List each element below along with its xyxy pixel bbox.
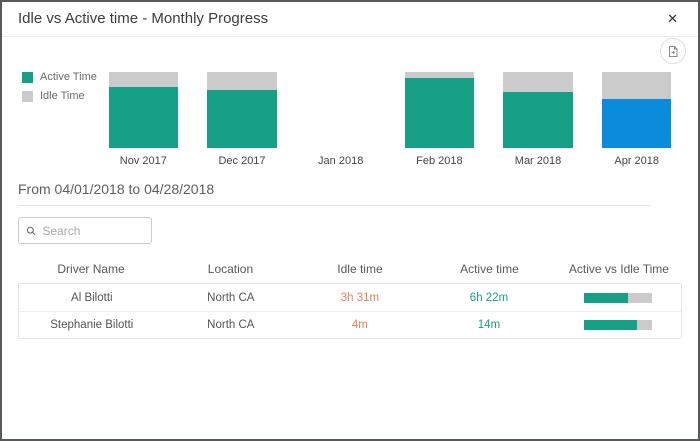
location-cell: North CA bbox=[207, 319, 255, 331]
column-header-driver-name[interactable]: Driver Name bbox=[57, 262, 125, 276]
progress-fill bbox=[584, 292, 628, 303]
table-body: Al Bilotti North CA 3h 31m 6h 22m Stepha… bbox=[18, 283, 682, 339]
progress-fill bbox=[584, 320, 638, 330]
legend-label: Idle Time bbox=[40, 90, 85, 102]
idle-segment[interactable] bbox=[404, 72, 474, 79]
active-segment[interactable] bbox=[602, 99, 672, 148]
legend-item-idle[interactable]: Idle Time bbox=[22, 90, 97, 102]
export-image-button[interactable] bbox=[660, 38, 686, 64]
active-segment[interactable] bbox=[404, 78, 474, 148]
active-segment[interactable] bbox=[108, 87, 178, 148]
chart-bar[interactable] bbox=[108, 72, 178, 148]
export-image-icon bbox=[668, 45, 677, 57]
chart-slot: Dec 2017 bbox=[193, 72, 292, 167]
chart-slot: Apr 2018 bbox=[587, 72, 686, 167]
column-header-active-vs-idle[interactable]: Active vs Idle Time bbox=[568, 262, 669, 276]
chart-category-label: Dec 2017 bbox=[218, 155, 266, 167]
monthly-chart: Active Time Idle Time Nov 2017 Dec 2017 Ja… bbox=[2, 59, 698, 167]
driver-name-cell: Al Bilotti bbox=[71, 291, 113, 304]
table-row[interactable]: Stephanie Bilotti North CA 4m 14m bbox=[19, 311, 681, 338]
close-icon[interactable]: ✕ bbox=[667, 11, 678, 26]
legend-item-active[interactable]: Active Time bbox=[22, 71, 97, 83]
active-vs-idle-cell bbox=[555, 320, 681, 330]
search-box[interactable] bbox=[18, 217, 152, 244]
active-segment[interactable] bbox=[503, 91, 573, 148]
column-header-active-time[interactable]: Active time bbox=[460, 262, 519, 276]
chart-bar[interactable] bbox=[602, 72, 672, 148]
table-header-row: Driver Name Location Idle time Active ti… bbox=[18, 255, 682, 283]
dialog-header: Idle vs Active time - Monthly Progress ✕ bbox=[2, 2, 698, 37]
chart-slot: Mar 2018 bbox=[489, 72, 588, 167]
idle-time-swatch bbox=[22, 90, 33, 102]
driver-name-cell: Stephanie Bilotti bbox=[50, 319, 134, 331]
column-header-idle-time[interactable]: Idle time bbox=[337, 262, 383, 276]
chart-category-label: Mar 2018 bbox=[514, 155, 562, 167]
drivers-table: Driver Name Location Idle time Active ti… bbox=[18, 255, 682, 339]
idle-segment[interactable] bbox=[108, 72, 178, 88]
chart-bar[interactable] bbox=[503, 72, 573, 148]
active-time-cell: 6h 22m bbox=[469, 291, 509, 304]
chart-category-label: Apr 2018 bbox=[614, 155, 660, 167]
active-segment[interactable] bbox=[207, 90, 277, 148]
search-icon bbox=[26, 226, 36, 235]
chart-category-label: Nov 2017 bbox=[119, 155, 167, 167]
chart-legend: Active Time Idle Time bbox=[22, 71, 97, 109]
active-vs-idle-cell bbox=[555, 292, 681, 303]
date-range-label: From 04/01/2018 to 04/28/2018 bbox=[18, 181, 650, 206]
chart-slot: Nov 2017 bbox=[94, 72, 193, 167]
chart-category-label: Feb 2018 bbox=[416, 155, 463, 167]
chart-slot: Jan 2018 bbox=[291, 72, 390, 167]
idle-time-cell: 4m bbox=[351, 319, 368, 331]
chart-slot: Feb 2018 bbox=[390, 72, 489, 167]
column-header-location[interactable]: Location bbox=[207, 262, 254, 276]
chart-bar[interactable] bbox=[306, 72, 375, 148]
active-vs-idle-progressbar bbox=[584, 292, 653, 303]
active-vs-idle-progressbar bbox=[584, 320, 653, 330]
chart-bars: Nov 2017 Dec 2017 Jan 2018 Feb 2018 Mar 2018… bbox=[94, 59, 686, 167]
chart-bar[interactable] bbox=[404, 72, 474, 148]
idle-time-cell: 3h 31m bbox=[340, 291, 380, 304]
active-time-cell: 14m bbox=[477, 319, 501, 331]
idle-segment[interactable] bbox=[207, 72, 277, 91]
chart-category-label: Jan 2018 bbox=[318, 155, 364, 167]
idle-segment[interactable] bbox=[503, 72, 573, 92]
chart-bar[interactable] bbox=[207, 72, 277, 148]
dialog-title: Idle vs Active time - Monthly Progress bbox=[18, 10, 269, 27]
legend-label: Active Time bbox=[40, 71, 97, 83]
active-time-swatch bbox=[22, 71, 33, 83]
search-input[interactable] bbox=[42, 223, 144, 238]
location-cell: North CA bbox=[207, 291, 255, 304]
table-row[interactable]: Al Bilotti North CA 3h 31m 6h 22m bbox=[19, 284, 681, 311]
idle-segment[interactable] bbox=[602, 72, 672, 100]
